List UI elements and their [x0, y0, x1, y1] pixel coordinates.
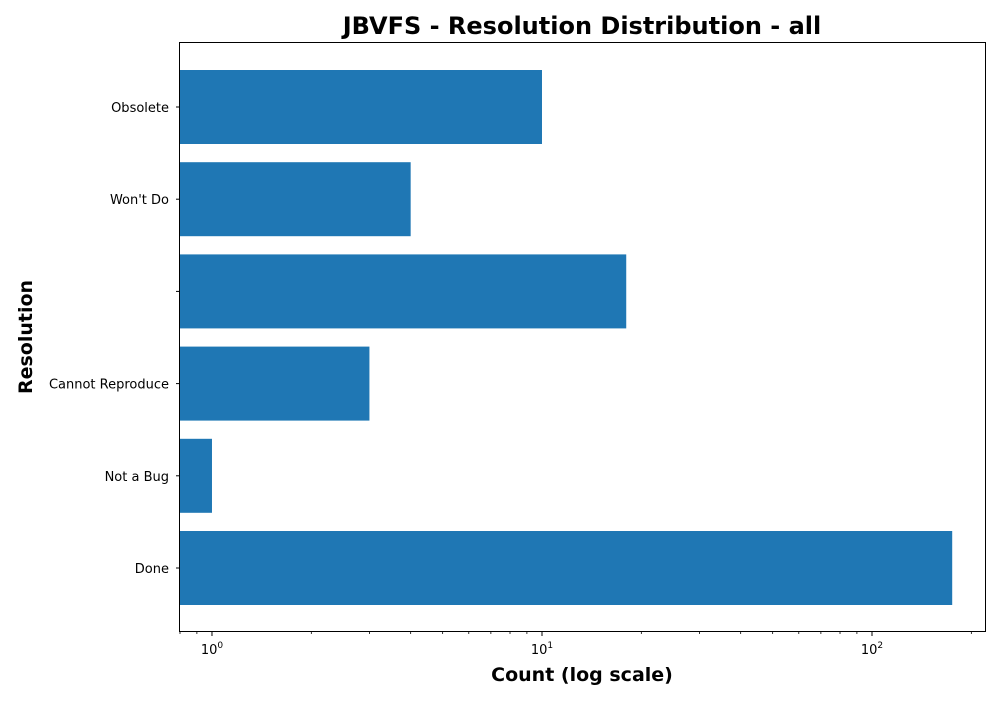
- bar: [180, 70, 542, 144]
- bar: [180, 254, 626, 328]
- bar: [180, 162, 411, 236]
- bar: [180, 347, 369, 421]
- y-tick-label: Done: [135, 562, 169, 577]
- y-axis-label: Resolution: [15, 280, 37, 394]
- x-tick-label: 102: [861, 641, 883, 658]
- y-tick-label: Not a Bug: [105, 470, 169, 485]
- y-tick-label: Won't Do: [110, 193, 169, 208]
- y-tick-label: Obsolete: [111, 101, 169, 116]
- bars-layer: [180, 70, 952, 605]
- y-tick-label: Cannot Reproduce: [49, 378, 169, 393]
- x-tick-label: 100: [201, 641, 224, 658]
- bar: [180, 531, 952, 605]
- bar: [180, 439, 212, 513]
- x-axis-label: Count (log scale): [491, 664, 673, 686]
- chart-title: JBVFS - Resolution Distribution - all: [341, 12, 821, 40]
- x-tick-label: 101: [531, 641, 553, 658]
